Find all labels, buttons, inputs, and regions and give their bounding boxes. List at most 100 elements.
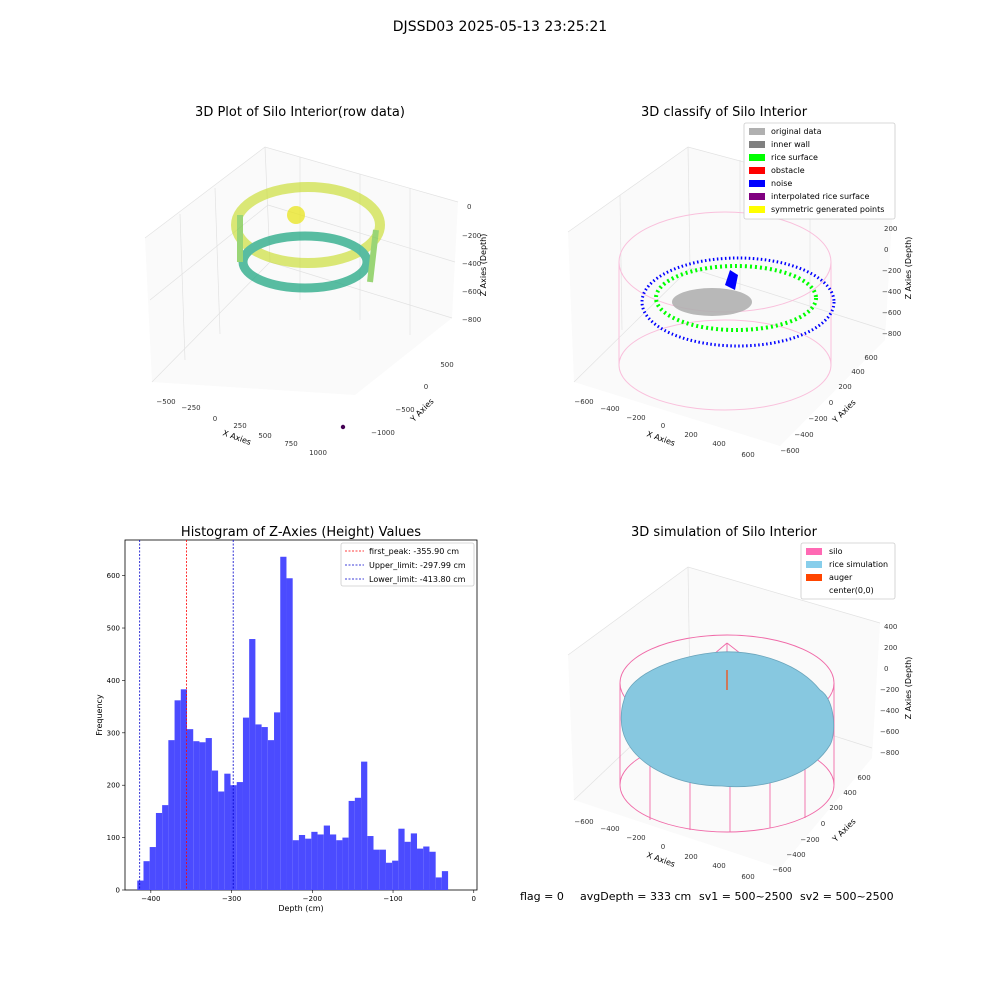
- svg-text:0: 0: [424, 383, 428, 391]
- panel-raw-3d: 3D Plot of Silo Interior(row data) −500 …: [144, 105, 488, 457]
- legend-label: interpolated rice surface: [771, 192, 869, 201]
- hist-bar: [379, 849, 386, 890]
- svg-text:−400: −400: [880, 707, 899, 715]
- svg-text:−250: −250: [181, 404, 200, 412]
- legend-swatch-silo: [806, 548, 822, 555]
- svg-text:−200: −200: [626, 414, 645, 422]
- hist-bar: [249, 639, 256, 890]
- svg-text:−600: −600: [882, 309, 901, 317]
- svg-text:−600: −600: [574, 398, 593, 406]
- simulation-title: 3D simulation of Silo Interior: [631, 525, 818, 540]
- hist-vlines: [139, 540, 234, 890]
- hist-y-ticks: 0 100 200 300 400 500 600: [107, 572, 125, 895]
- hist-bar: [274, 712, 281, 890]
- hist-y-tick-label: 100: [107, 834, 120, 842]
- legend-label: center(0,0): [829, 586, 874, 595]
- sim-xlabel: X Axies: [645, 850, 676, 869]
- legend-label: first_peak: -355.90 cm: [369, 547, 459, 556]
- rice-simulation-surface: [620, 651, 835, 788]
- svg-text:400: 400: [843, 789, 856, 797]
- svg-text:0: 0: [213, 415, 217, 423]
- hist-bar: [261, 727, 268, 890]
- hist-bar: [180, 689, 188, 890]
- hist-bar: [205, 738, 212, 890]
- svg-text:0: 0: [467, 203, 471, 211]
- svg-text:0: 0: [829, 399, 833, 407]
- raw-y-ticks: −1000 −500 0 500: [371, 361, 454, 437]
- svg-text:1000: 1000: [309, 449, 327, 457]
- hist-bar: [137, 880, 144, 890]
- hist-bar: [255, 724, 262, 890]
- raw-outlier-point: [340, 424, 346, 430]
- svg-text:−500: −500: [156, 398, 175, 406]
- avg-depth-text: avgDepth = 333 cm: [580, 890, 691, 903]
- svg-text:0: 0: [661, 422, 665, 430]
- hist-xlabel: Depth (cm): [278, 904, 323, 913]
- hist-x-tick-label: −100: [383, 895, 402, 903]
- hist-x-tick-label: −300: [222, 895, 241, 903]
- hist-bar: [373, 849, 380, 890]
- svg-text:−400: −400: [794, 431, 813, 439]
- hist-bar: [187, 729, 194, 890]
- classify-z-ticks: 200 0 −200 −400 −600 −800: [882, 225, 901, 338]
- svg-text:0: 0: [884, 246, 888, 254]
- sv2-text: sv2 = 500~2500: [800, 890, 894, 903]
- svg-text:−600: −600: [880, 728, 899, 736]
- status-footer: flag = 0 avgDepth = 333 cm sv1 = 500~250…: [520, 890, 894, 903]
- hist-y-tick-label: 300: [107, 729, 120, 737]
- svg-text:−600: −600: [462, 288, 481, 296]
- sim-legend: silo rice simulation auger center(0,0): [800, 542, 896, 600]
- hist-bar: [230, 785, 237, 890]
- figure-title: DJSSD03 2025-05-13 23:25:21: [393, 19, 607, 35]
- svg-text:−400: −400: [882, 288, 901, 296]
- legend-swatch-noise: [749, 180, 765, 187]
- legend-label: noise: [771, 179, 792, 188]
- hist-legend: first_peak: -355.90 cm Upper_limit: -297…: [340, 542, 475, 587]
- legend-swatch-auger: [806, 574, 822, 581]
- svg-text:0: 0: [821, 820, 825, 828]
- svg-text:750: 750: [284, 440, 297, 448]
- svg-text:−800: −800: [882, 330, 901, 338]
- svg-text:−1000: −1000: [371, 429, 395, 437]
- hist-bar: [354, 797, 362, 890]
- legend-label: original data: [771, 127, 822, 136]
- raw-xlabel: X Axies: [221, 428, 252, 447]
- svg-text:−400: −400: [600, 405, 619, 413]
- hist-x-ticks: −400 −300 −200 −100 0: [141, 890, 476, 903]
- svg-text:−600: −600: [574, 818, 593, 826]
- hist-x-tick-label: −400: [141, 895, 160, 903]
- hist-bar: [280, 556, 287, 890]
- legend-swatch-symmetric: [749, 206, 765, 213]
- svg-text:400: 400: [712, 862, 725, 870]
- svg-text:500: 500: [440, 361, 453, 369]
- svg-text:−200: −200: [880, 686, 899, 694]
- legend-label: rice surface: [771, 153, 818, 162]
- hist-title: Histogram of Z-Axies (Height) Values: [181, 525, 421, 540]
- legend-swatch-obstacle: [749, 167, 765, 174]
- hist-bar: [193, 741, 200, 890]
- hist-bar: [199, 742, 206, 890]
- legend-label: auger: [829, 573, 853, 582]
- hist-y-tick-label: 500: [107, 625, 120, 633]
- svg-text:600: 600: [741, 451, 754, 459]
- legend-label: inner wall: [771, 140, 810, 149]
- legend-label: obstacle: [771, 166, 805, 175]
- hist-bar: [292, 840, 299, 890]
- hist-bar: [367, 836, 374, 890]
- hist-bar: [174, 700, 181, 890]
- svg-text:−400: −400: [786, 851, 805, 859]
- hist-bar: [410, 833, 418, 890]
- hist-bar: [336, 840, 343, 890]
- hist-bar: [168, 740, 175, 890]
- legend-swatch-original-data: [749, 128, 765, 135]
- svg-text:600: 600: [864, 354, 877, 362]
- sim-x-ticks: −600 −400 −200 0 200 400 600: [574, 818, 754, 881]
- svg-text:−200: −200: [882, 267, 901, 275]
- hist-bar: [298, 834, 306, 890]
- classify-xlabel: X Axies: [645, 429, 676, 448]
- hist-bar: [286, 578, 293, 890]
- svg-text:0: 0: [661, 843, 665, 851]
- raw-3d-grid: [144, 146, 459, 383]
- hist-bar: [348, 800, 355, 890]
- legend-swatch-interpolated: [749, 193, 765, 200]
